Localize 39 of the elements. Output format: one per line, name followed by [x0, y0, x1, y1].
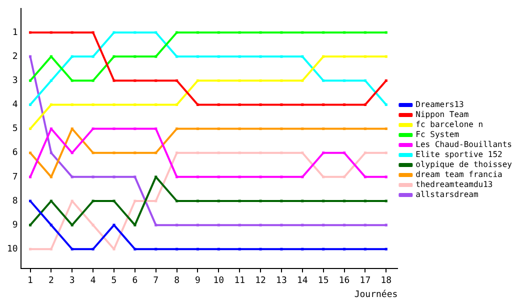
legend-label: Fc System — [416, 130, 460, 140]
y-tick-label: 2 — [12, 52, 18, 62]
x-tick-label: 18 — [380, 276, 392, 286]
x-tick-label: 14 — [296, 276, 308, 286]
x-tick-label: 5 — [111, 276, 117, 286]
legend-label: thedreamteamdu13 — [416, 180, 493, 190]
x-tick-label: 7 — [153, 276, 159, 286]
x-tick-label: 2 — [48, 276, 54, 286]
x-tick-label: 9 — [195, 276, 200, 286]
y-tick-label: 7 — [12, 172, 18, 182]
legend-label: allstarsdream — [416, 190, 478, 200]
legend-label: Elite sportive 152 — [416, 150, 503, 160]
x-axis-title: Journées — [354, 288, 398, 300]
x-tick-label: 15 — [318, 276, 329, 286]
x-tick-label: 16 — [338, 276, 350, 286]
x-tick-label: 1 — [28, 276, 33, 286]
x-tick-label: 10 — [213, 276, 224, 286]
y-tick-label: 3 — [12, 76, 18, 86]
x-tick-label: 8 — [174, 276, 180, 286]
x-tick-label: 13 — [276, 276, 287, 286]
x-tick-label: 17 — [360, 276, 371, 286]
y-tick-label: 6 — [12, 148, 18, 158]
x-tick-label: 12 — [255, 276, 266, 286]
x-tick-label: 4 — [90, 276, 96, 286]
legend-label: Les Chaud-Bouillants — [416, 140, 512, 150]
y-tick-label: 10 — [6, 244, 18, 254]
legend-label: Nippon Team — [416, 110, 469, 120]
y-tick-label: 1 — [12, 28, 18, 38]
x-tick-label: 6 — [132, 276, 138, 286]
legend-label: fc barcelone n — [416, 120, 484, 130]
y-tick-label: 5 — [12, 124, 18, 134]
legend-label: Dreamers13 — [416, 100, 464, 110]
y-tick-label: 9 — [12, 220, 18, 230]
x-tick-label: 11 — [234, 276, 246, 286]
legend-label: olypique de thoissey — [416, 160, 512, 170]
x-tick-label: 3 — [69, 276, 75, 286]
y-tick-label: 8 — [12, 196, 18, 206]
y-tick-label: 4 — [12, 100, 18, 110]
legend-label: dream team francia — [416, 170, 503, 180]
